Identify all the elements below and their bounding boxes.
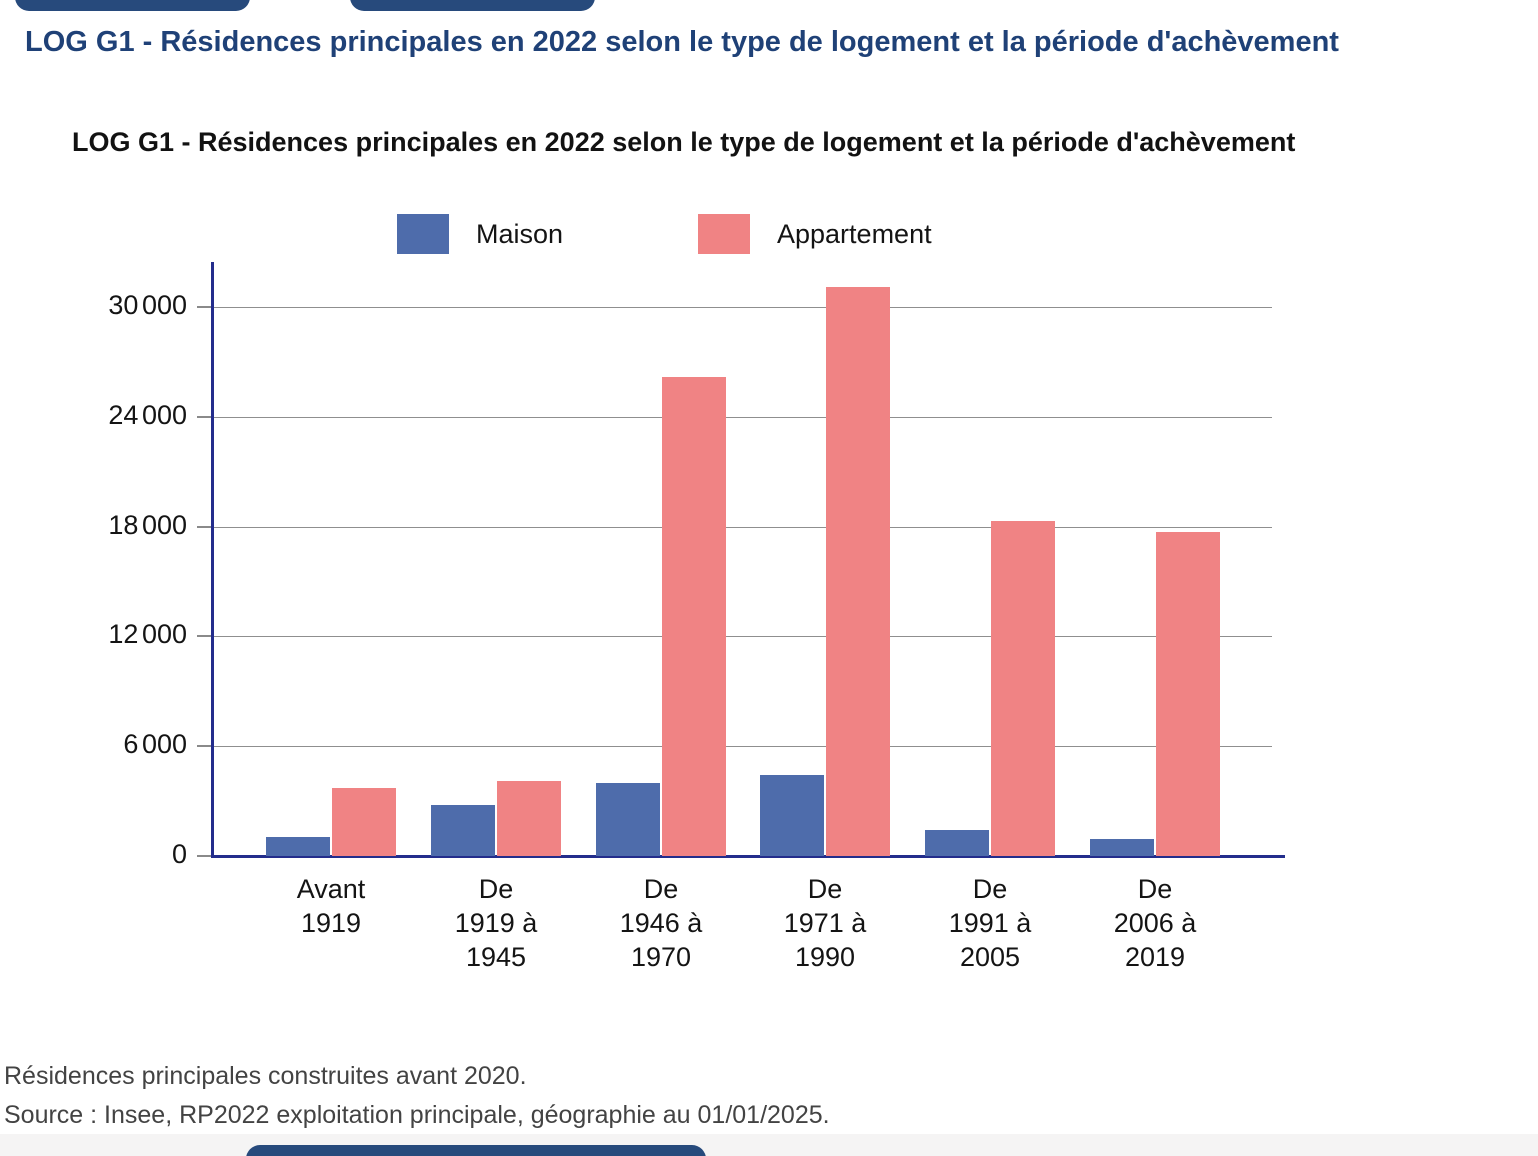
bar-appartement-6[interactable]	[1156, 532, 1220, 856]
y-tick-6000	[197, 745, 211, 747]
legend-swatch-appartement	[698, 214, 750, 254]
x-category-label: De 2006 à 2019	[1113, 874, 1197, 972]
bar-maison-3[interactable]	[596, 783, 660, 856]
y-tick-24000	[197, 416, 211, 418]
gridline-18000	[213, 527, 1272, 528]
top-tab-right[interactable]	[350, 0, 595, 11]
legend-item-appartement[interactable]: Appartement	[698, 214, 932, 254]
bottom-tab[interactable]	[246, 1145, 706, 1156]
x-category-label: De 1919 à 1945	[454, 874, 538, 972]
bar-maison-5[interactable]	[925, 830, 989, 856]
chart-title: LOG G1 - Résidences principales en 2022 …	[72, 127, 1296, 157]
y-tick-0	[197, 855, 211, 857]
gridline-30000	[213, 307, 1272, 308]
y-tick-label: 24 000	[108, 400, 187, 430]
bar-maison-1[interactable]	[266, 837, 330, 856]
gridline-12000	[213, 636, 1272, 637]
bottom-band	[0, 1134, 1538, 1156]
gridline-6000	[213, 746, 1272, 747]
x-category-label: De 1991 à 2005	[948, 874, 1032, 972]
x-axis-line	[211, 855, 1285, 858]
chart-note: Résidences principales construites avant…	[4, 1062, 527, 1090]
x-category-label: Avant 1919	[296, 874, 366, 938]
y-tick-18000	[197, 526, 211, 528]
y-tick-label: 6 000	[123, 729, 187, 759]
y-tick-label: 18 000	[108, 510, 187, 540]
bar-maison-2[interactable]	[431, 805, 495, 856]
page-title: LOG G1 - Résidences principales en 2022 …	[25, 26, 1339, 58]
x-category-label: De 1971 à 1990	[783, 874, 867, 972]
y-tick-label: 12 000	[108, 619, 187, 649]
y-tick-12000	[197, 635, 211, 637]
bar-appartement-4[interactable]	[826, 287, 890, 856]
bar-appartement-2[interactable]	[497, 781, 561, 856]
chart-source: Source : Insee, RP2022 exploitation prin…	[4, 1101, 830, 1129]
y-tick-label: 30 000	[108, 290, 187, 320]
gridline-24000	[213, 417, 1272, 418]
bar-appartement-5[interactable]	[991, 521, 1055, 856]
y-tick-30000	[197, 306, 211, 308]
legend-label: Appartement	[777, 218, 932, 249]
legend-label: Maison	[476, 218, 564, 249]
bar-maison-4[interactable]	[760, 775, 824, 856]
x-category-label: De 1946 à 1970	[619, 874, 703, 972]
legend-swatch-maison	[397, 214, 449, 254]
top-tab-left[interactable]	[15, 0, 250, 11]
bar-maison-6[interactable]	[1090, 839, 1154, 856]
bar-appartement-1[interactable]	[332, 788, 396, 856]
y-tick-label: 0	[171, 839, 187, 869]
y-axis-line	[211, 262, 214, 858]
legend-item-maison[interactable]: Maison	[397, 214, 563, 254]
bar-appartement-3[interactable]	[662, 377, 726, 856]
